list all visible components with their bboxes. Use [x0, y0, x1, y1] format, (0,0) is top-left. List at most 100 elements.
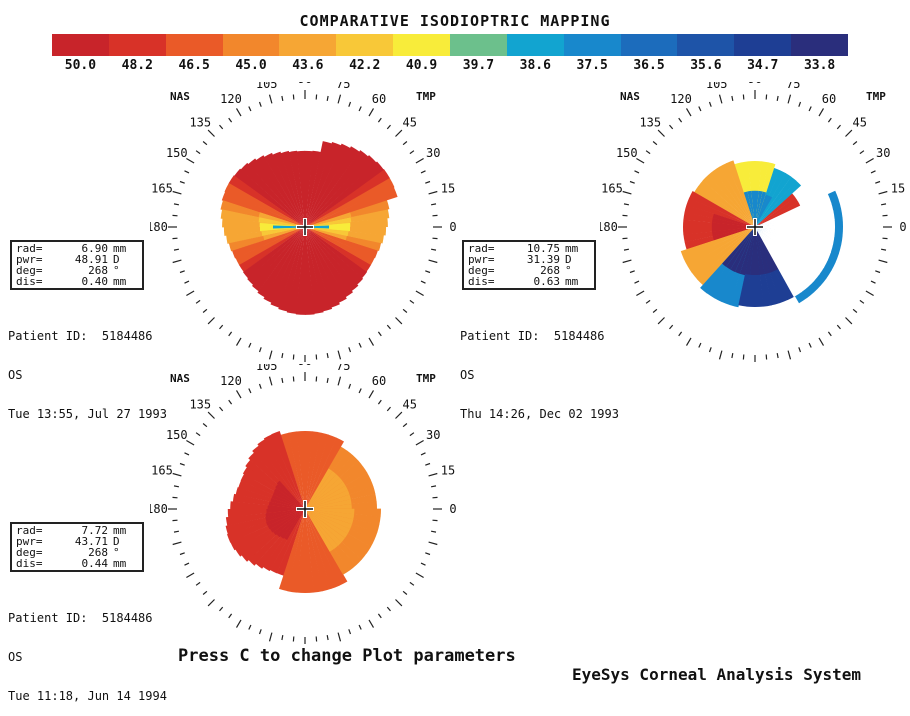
scale-tick [173, 260, 182, 262]
scale-tick [871, 171, 876, 173]
scale-tick [416, 573, 424, 578]
color-swatch [52, 34, 109, 56]
color-scale-label: 43.6 [279, 58, 336, 73]
scale-tick [828, 118, 831, 122]
scale-tick [338, 377, 340, 386]
scale-tick [799, 347, 801, 352]
patient-id: Patient ID: 5184486 [8, 612, 167, 625]
angle-label: 75 [336, 364, 350, 373]
color-scale-label: 46.5 [166, 58, 223, 73]
color-swatch [677, 34, 734, 56]
scale-tick [679, 118, 682, 122]
scale-tick [270, 377, 272, 386]
scale-tick [879, 192, 888, 194]
angle-label: 75 [336, 82, 350, 91]
corneal-map-2: 9010512013515016518001530456075NASTMP [600, 82, 910, 362]
scale-tick [788, 351, 790, 360]
scale-tick [699, 107, 701, 112]
angle-label: 0 [899, 220, 906, 234]
scale-tick [624, 249, 629, 250]
scale-tick [327, 378, 328, 383]
angle-label: 135 [639, 115, 661, 129]
scale-tick [623, 260, 632, 262]
scale-tick [196, 300, 200, 303]
scale-tick [853, 142, 857, 145]
scale-tick [431, 486, 436, 487]
scale-tick [174, 204, 179, 205]
scale-tick [359, 625, 361, 630]
angle-label: 135 [189, 115, 211, 129]
scale-tick [173, 474, 182, 476]
scale-tick [410, 300, 414, 303]
scale-tick [237, 108, 242, 116]
scale-tick [788, 95, 790, 104]
scale-tick [853, 309, 857, 312]
scale-tick [369, 620, 374, 628]
scale-tick [229, 118, 232, 122]
exam-timestamp: Tue 11:18, Jun 14 1994 [8, 690, 167, 703]
scale-tick [646, 151, 650, 154]
corneal-map-1: 9010512013515016518001530456075NASTMP [150, 82, 460, 362]
scale-tick [260, 629, 262, 634]
color-swatch [621, 34, 678, 56]
angle-label: 30 [426, 428, 440, 442]
map-2-patient-info: Patient ID: 5184486 OS Thu 14:26, Dec 02… [460, 304, 619, 434]
patient-id: Patient ID: 5184486 [8, 330, 167, 343]
scale-tick [208, 130, 214, 136]
scale-tick [282, 378, 283, 383]
scale-tick [180, 464, 185, 466]
scale-tick [635, 171, 640, 173]
angle-label: 60 [822, 92, 836, 106]
scale-tick [203, 142, 207, 145]
scale-tick [220, 125, 223, 129]
scale-tick [429, 542, 438, 544]
color-scale-label: 42.2 [336, 58, 393, 73]
scale-tick [653, 142, 657, 145]
scale-tick [646, 300, 650, 303]
angle-label: 165 [151, 182, 173, 196]
angle-label: 120 [220, 374, 242, 388]
scale-tick [229, 332, 232, 336]
scale-tick [846, 130, 852, 136]
scale-tick [174, 531, 179, 532]
color-swatch [279, 34, 336, 56]
scale-tick [630, 271, 635, 273]
scale-tick [687, 108, 692, 116]
scale-tick [249, 389, 251, 394]
scale-tick [249, 107, 251, 112]
color-scale-label: 39.7 [450, 58, 507, 73]
exam-timestamp: Thu 14:26, Dec 02 1993 [460, 408, 619, 421]
angle-label: 60 [372, 374, 386, 388]
scale-tick [349, 384, 351, 389]
scale-tick [732, 353, 733, 358]
scale-tick [186, 573, 194, 578]
color-scale-swatches [52, 34, 848, 56]
scale-tick [879, 260, 888, 262]
map-3-patient-info: Patient ID: 5184486 OS Tue 11:18, Jun 14… [8, 586, 167, 716]
scale-tick [282, 635, 283, 640]
temporal-label: TMP [416, 90, 436, 103]
scale-tick [396, 600, 402, 606]
nasal-label: NAS [620, 90, 640, 103]
scale-tick [860, 300, 864, 303]
scale-tick [431, 204, 436, 205]
nasal-label: NAS [170, 90, 190, 103]
color-scale-label: 35.6 [677, 58, 734, 73]
color-scale-label: 45.0 [223, 58, 280, 73]
angle-label: 15 [441, 464, 455, 478]
scale-tick [387, 125, 390, 129]
scale-tick [429, 192, 438, 194]
angle-label: 180 [150, 502, 168, 516]
scale-tick [410, 582, 414, 585]
scale-tick [396, 318, 402, 324]
scale-tick [282, 96, 283, 101]
scale-tick [359, 343, 361, 348]
scale-tick [270, 351, 272, 360]
scale-tick [249, 343, 251, 348]
scale-tick [431, 249, 436, 250]
exam-timestamp: Tue 13:55, Jul 27 1993 [8, 408, 167, 421]
topography-map [681, 160, 843, 307]
scale-tick [282, 353, 283, 358]
angle-label: 165 [601, 182, 623, 196]
